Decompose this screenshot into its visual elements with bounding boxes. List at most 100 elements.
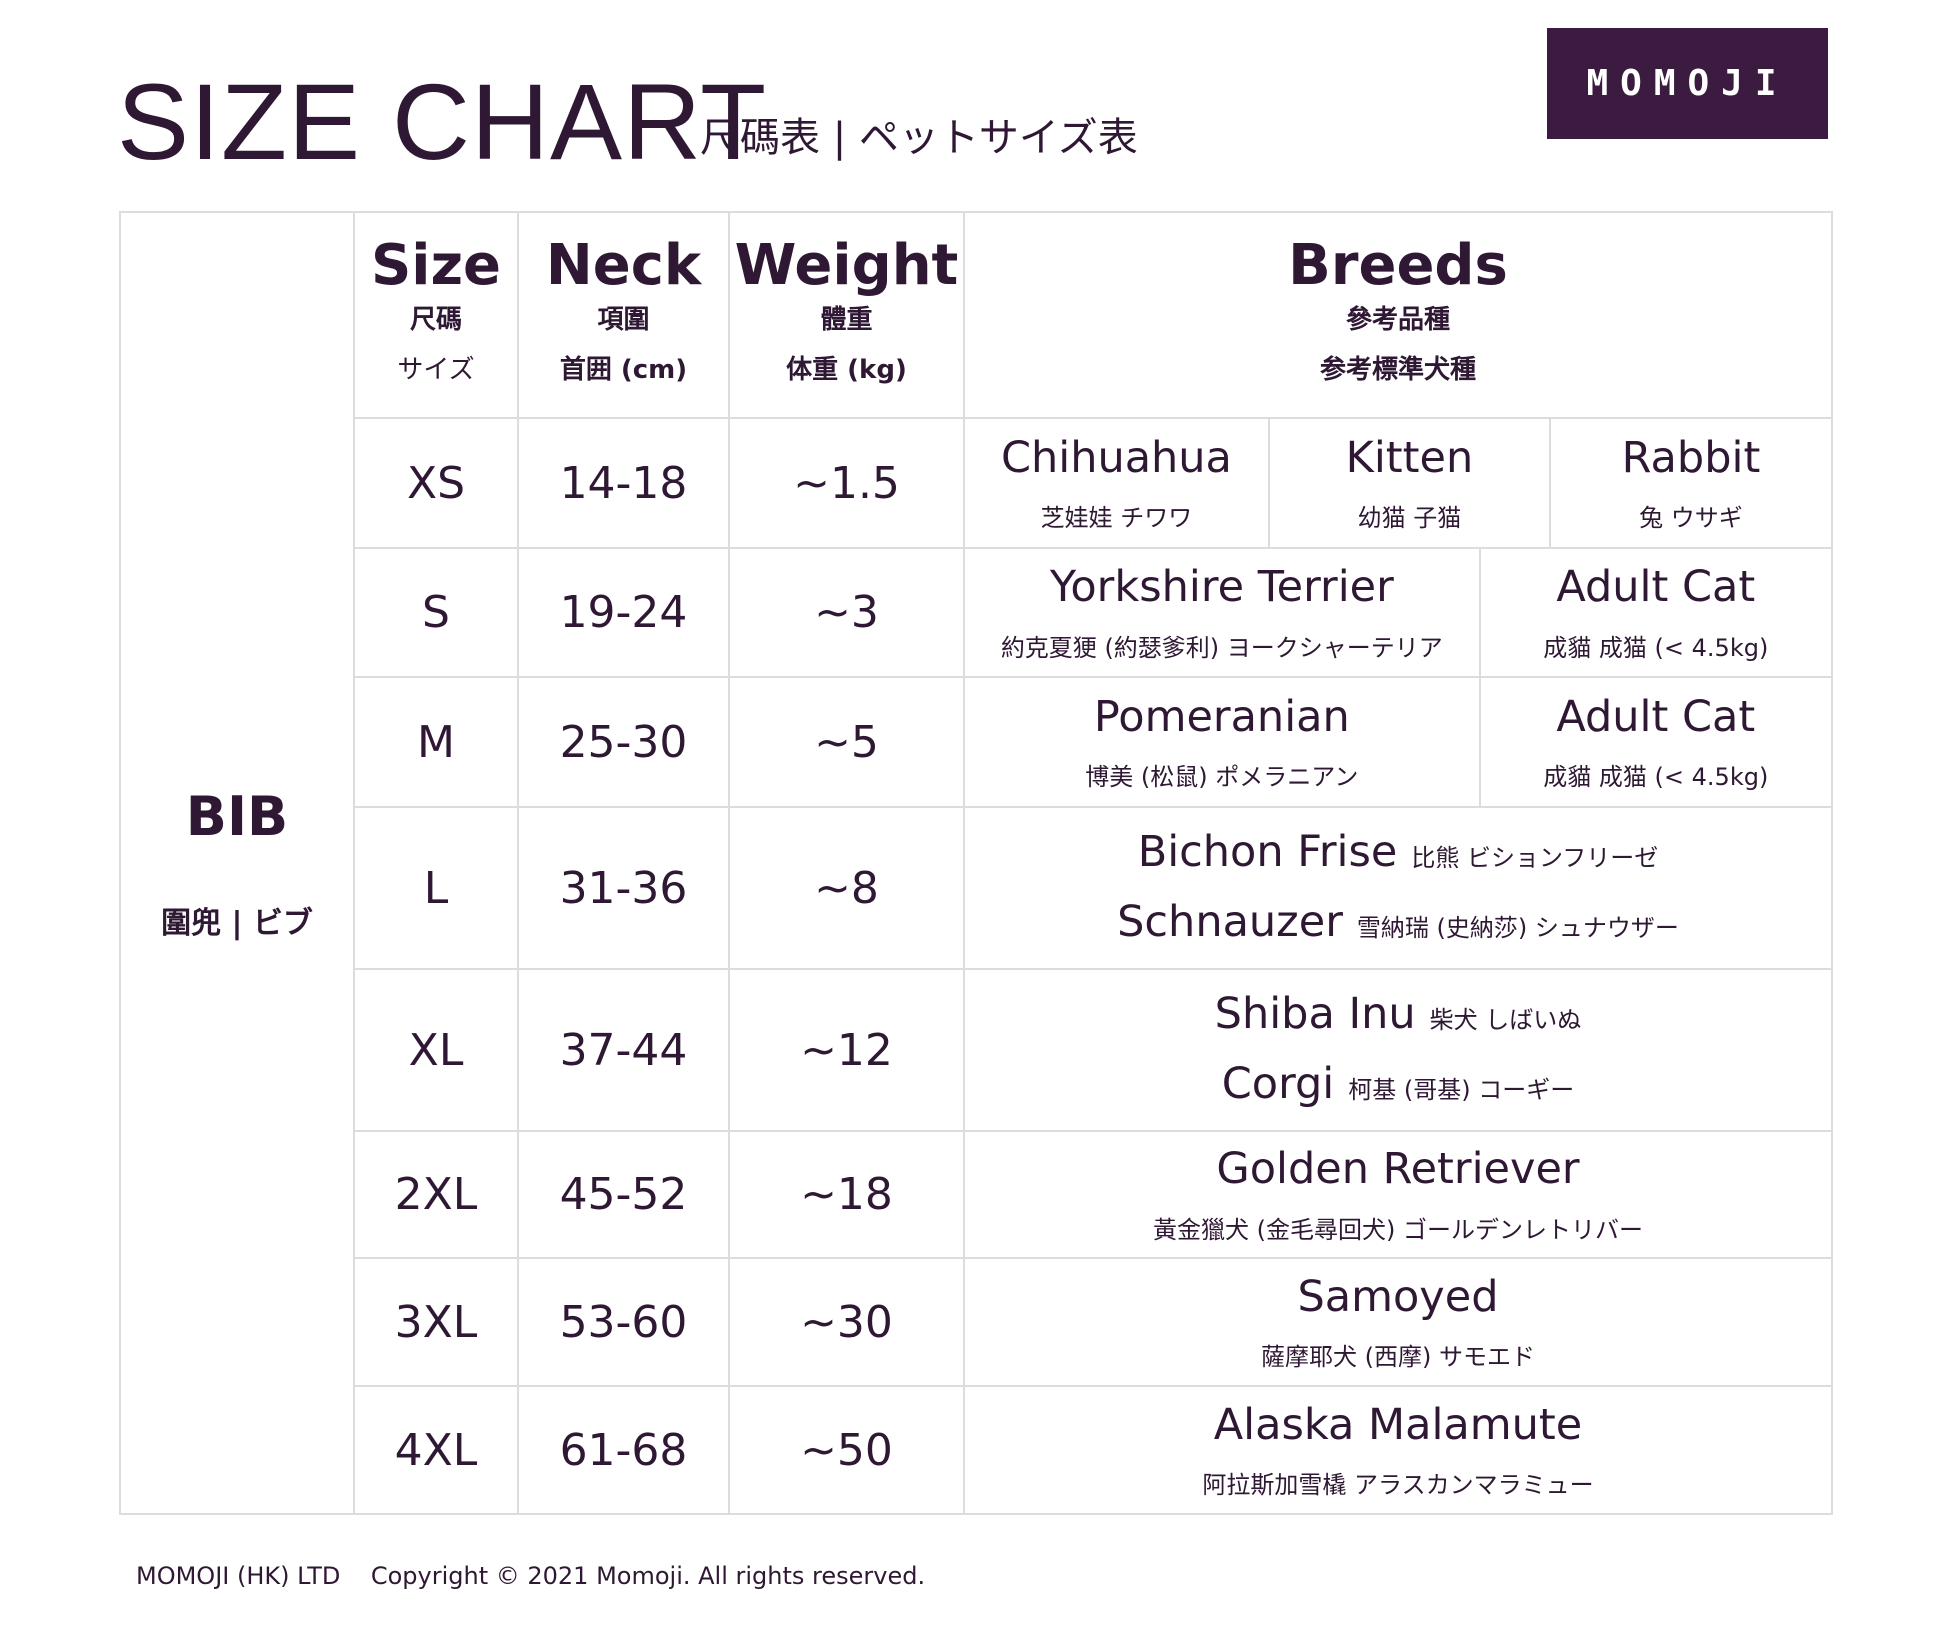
breed-item: Corgi 柯基 (哥基) コーギー xyxy=(965,1059,1831,1111)
breed-name: Shiba Inu xyxy=(1214,989,1416,1040)
breed-name: Corgi xyxy=(1221,1059,1335,1109)
size-row: S 19-24 ~3 Yorkshire Terrier 約克夏㹴 (約瑟爹利) ヨーク… xyxy=(120,547,1833,678)
breed-name: Samoyed xyxy=(1297,1271,1499,1322)
weight-cell: ~50 xyxy=(728,1385,965,1515)
size-cell: L xyxy=(353,806,519,970)
neck-cell: 19-24 xyxy=(517,547,730,678)
breed-local-name: 雪納瑞 (史納莎) シュナウザー xyxy=(1356,914,1679,942)
breeds-cell: Bichon Frise 比熊 ビションフリーゼ Schnauzer 雪納瑞 (史納莎… xyxy=(963,806,1833,970)
header-breeds-label: Breeds xyxy=(1288,232,1508,298)
weight-value: ~12 xyxy=(800,1024,893,1076)
neck-cell: 37-44 xyxy=(517,968,730,1132)
breeds-cell: Golden Retriever 黃金獵犬 (金毛尋回犬) ゴールデンレトリバー xyxy=(963,1130,1833,1259)
header-weight-ja: 体重 (kg) xyxy=(786,354,907,385)
weight-value: ~3 xyxy=(814,587,879,638)
weight-cell: ~5 xyxy=(728,676,965,808)
breed-local-name: 成貓 成猫 (< 4.5kg) xyxy=(1543,763,1769,792)
size-row: 3XL 53-60 ~30 Samoyed 薩摩耶犬 (西摩) サモエド xyxy=(120,1257,1833,1387)
weight-value: ~50 xyxy=(800,1424,893,1476)
size-cell: S xyxy=(353,547,519,678)
breed-item: Kitten 幼猫 子猫 xyxy=(1267,419,1549,547)
breed-local-name: 柴犬 しばいぬ xyxy=(1429,1006,1582,1035)
product-cell: BIB 圍兜 | ビブ xyxy=(119,211,355,1515)
neck-value: 25-30 xyxy=(559,716,688,768)
weight-value: ~1.5 xyxy=(793,457,900,509)
weight-value: ~8 xyxy=(814,862,879,914)
size-cell: 4XL xyxy=(353,1385,519,1515)
breed-item: Adult Cat 成貓 成猫 (< 4.5kg) xyxy=(1478,678,1831,806)
breed-local-name: 博美 (松鼠) ポメラニアン xyxy=(1085,763,1359,792)
footer-copyright: Copyright © 2021 Momoji. All rights rese… xyxy=(370,1562,926,1590)
size-cell: M xyxy=(353,676,519,808)
breed-local-name: 薩摩耶犬 (西摩) サモエド xyxy=(1261,1343,1535,1372)
breed-item: Adult Cat 成貓 成猫 (< 4.5kg) xyxy=(1478,549,1831,676)
breed-item: Yorkshire Terrier 約克夏㹴 (約瑟爹利) ヨークシャーテリア xyxy=(965,549,1479,676)
size-row: M 25-30 ~5 Pomeranian 博美 (松鼠) ポメラニアン Adult Ca… xyxy=(120,676,1833,808)
breed-item: Samoyed 薩摩耶犬 (西摩) サモエド xyxy=(965,1272,1831,1373)
weight-cell: ~8 xyxy=(728,806,965,970)
neck-value: 14-18 xyxy=(559,457,688,509)
size-cell: XS xyxy=(353,417,519,549)
breed-local-name: 黃金獵犬 (金毛尋回犬) ゴールデンレトリバー xyxy=(1153,1215,1643,1244)
breed-local-name: 兔 ウサギ xyxy=(1639,504,1743,533)
breed-name: Adult Cat xyxy=(1556,691,1756,742)
page-subtitle: 尺碼表 | ペットサイズ表 xyxy=(700,115,1138,161)
breed-name: Schnauzer xyxy=(1117,897,1343,947)
size-row: 4XL 61-68 ~50 Alaska Malamute 阿拉斯加雪橇 アラスカンマラ… xyxy=(120,1385,1833,1515)
breeds-cell: Shiba Inu 柴犬 しばいぬ Corgi 柯基 (哥基) コーギー xyxy=(963,968,1833,1132)
neck-cell: 53-60 xyxy=(517,1257,730,1387)
size-cell: 3XL xyxy=(353,1257,519,1387)
breed-name: Pomeranian xyxy=(1093,691,1350,742)
neck-cell: 25-30 xyxy=(517,676,730,808)
breed-local-name: 約克夏㹴 (約瑟爹利) ヨークシャーテリア xyxy=(1000,633,1443,662)
breed-local-name: 芝娃娃 チワワ xyxy=(1040,504,1193,533)
breed-item: Golden Retriever 黃金獵犬 (金毛尋回犬) ゴールデンレトリバー xyxy=(965,1144,1831,1245)
breed-local-name: 阿拉斯加雪橇 アラスカンマラミュー xyxy=(1202,1471,1594,1500)
neck-value: 61-68 xyxy=(559,1424,688,1476)
size-value: M xyxy=(417,716,455,768)
header-weight-label: Weight xyxy=(734,232,959,298)
breed-item: Shiba Inu 柴犬 しばいぬ xyxy=(965,989,1831,1041)
header-weight-zh: 體重 xyxy=(820,305,873,336)
neck-value: 37-44 xyxy=(559,1024,688,1076)
brand-logo: MOMOJI xyxy=(1547,28,1828,139)
weight-cell: ~1.5 xyxy=(728,417,965,549)
size-row: XS 14-18 ~1.5 Chihuahua 芝娃娃 チワワ Kitten 幼猫 子猫 Ra… xyxy=(120,417,1833,549)
breed-name: Adult Cat xyxy=(1556,562,1756,613)
neck-cell: 14-18 xyxy=(517,417,730,549)
neck-cell: 45-52 xyxy=(517,1130,730,1259)
neck-value: 19-24 xyxy=(559,587,688,638)
size-row: XL 37-44 ~12 Shiba Inu 柴犬 しばいぬ Corgi 柯基 (哥基) コ… xyxy=(120,968,1833,1132)
breed-item: Alaska Malamute 阿拉斯加雪橇 アラスカンマラミュー xyxy=(965,1400,1831,1501)
size-cell: 2XL xyxy=(353,1130,519,1259)
header-neck: Neck 項圍 首囲 (cm) xyxy=(517,211,730,419)
breeds-cell: Yorkshire Terrier 約克夏㹴 (約瑟爹利) ヨークシャーテリア Ad… xyxy=(963,547,1833,678)
breed-name: Kitten xyxy=(1345,432,1474,483)
header-neck-ja: 首囲 (cm) xyxy=(559,354,688,385)
breed-name: Chihuahua xyxy=(1000,432,1232,483)
header-neck-label: Neck xyxy=(545,232,702,298)
header-size-zh: 尺碼 xyxy=(409,305,462,336)
header-breeds-ja: 参考標準犬種 xyxy=(1319,354,1476,385)
weight-cell: ~18 xyxy=(728,1130,965,1259)
breed-item: Bichon Frise 比熊 ビションフリーゼ xyxy=(965,827,1831,879)
breed-item: Chihuahua 芝娃娃 チワワ xyxy=(965,419,1268,547)
weight-cell: ~30 xyxy=(728,1257,965,1387)
breed-name: Alaska Malamute xyxy=(1213,1399,1583,1450)
size-row: 2XL 45-52 ~18 Golden Retriever 黃金獵犬 (金毛尋回犬) … xyxy=(120,1130,1833,1259)
neck-value: 53-60 xyxy=(559,1296,688,1348)
size-chart-table: BIB 圍兜 | ビブ Size 尺碼 サイズ Neck 項圍 首囲 (cm) … xyxy=(119,211,1833,1515)
breed-name: Bichon Frise xyxy=(1137,827,1398,878)
breed-name: Yorkshire Terrier xyxy=(1049,562,1394,613)
header-breeds-zh: 參考品種 xyxy=(1345,305,1450,336)
size-value: 3XL xyxy=(394,1296,478,1348)
breeds-cell: Chihuahua 芝娃娃 チワワ Kitten 幼猫 子猫 Rabbit 兔 ウサギ xyxy=(963,417,1833,549)
breed-item: Schnauzer 雪納瑞 (史納莎) シュナウザー xyxy=(965,897,1831,949)
breed-local-name: 柯基 (哥基) コーギー xyxy=(1348,1076,1575,1104)
breeds-cell: Pomeranian 博美 (松鼠) ポメラニアン Adult Cat 成貓 成猫 (… xyxy=(963,676,1833,808)
neck-cell: 61-68 xyxy=(517,1385,730,1515)
footer-company: MOMOJI (HK) LTD xyxy=(136,1562,341,1590)
size-cell: XL xyxy=(353,968,519,1132)
header-size-label: Size xyxy=(370,232,502,298)
weight-cell: ~3 xyxy=(728,547,965,678)
